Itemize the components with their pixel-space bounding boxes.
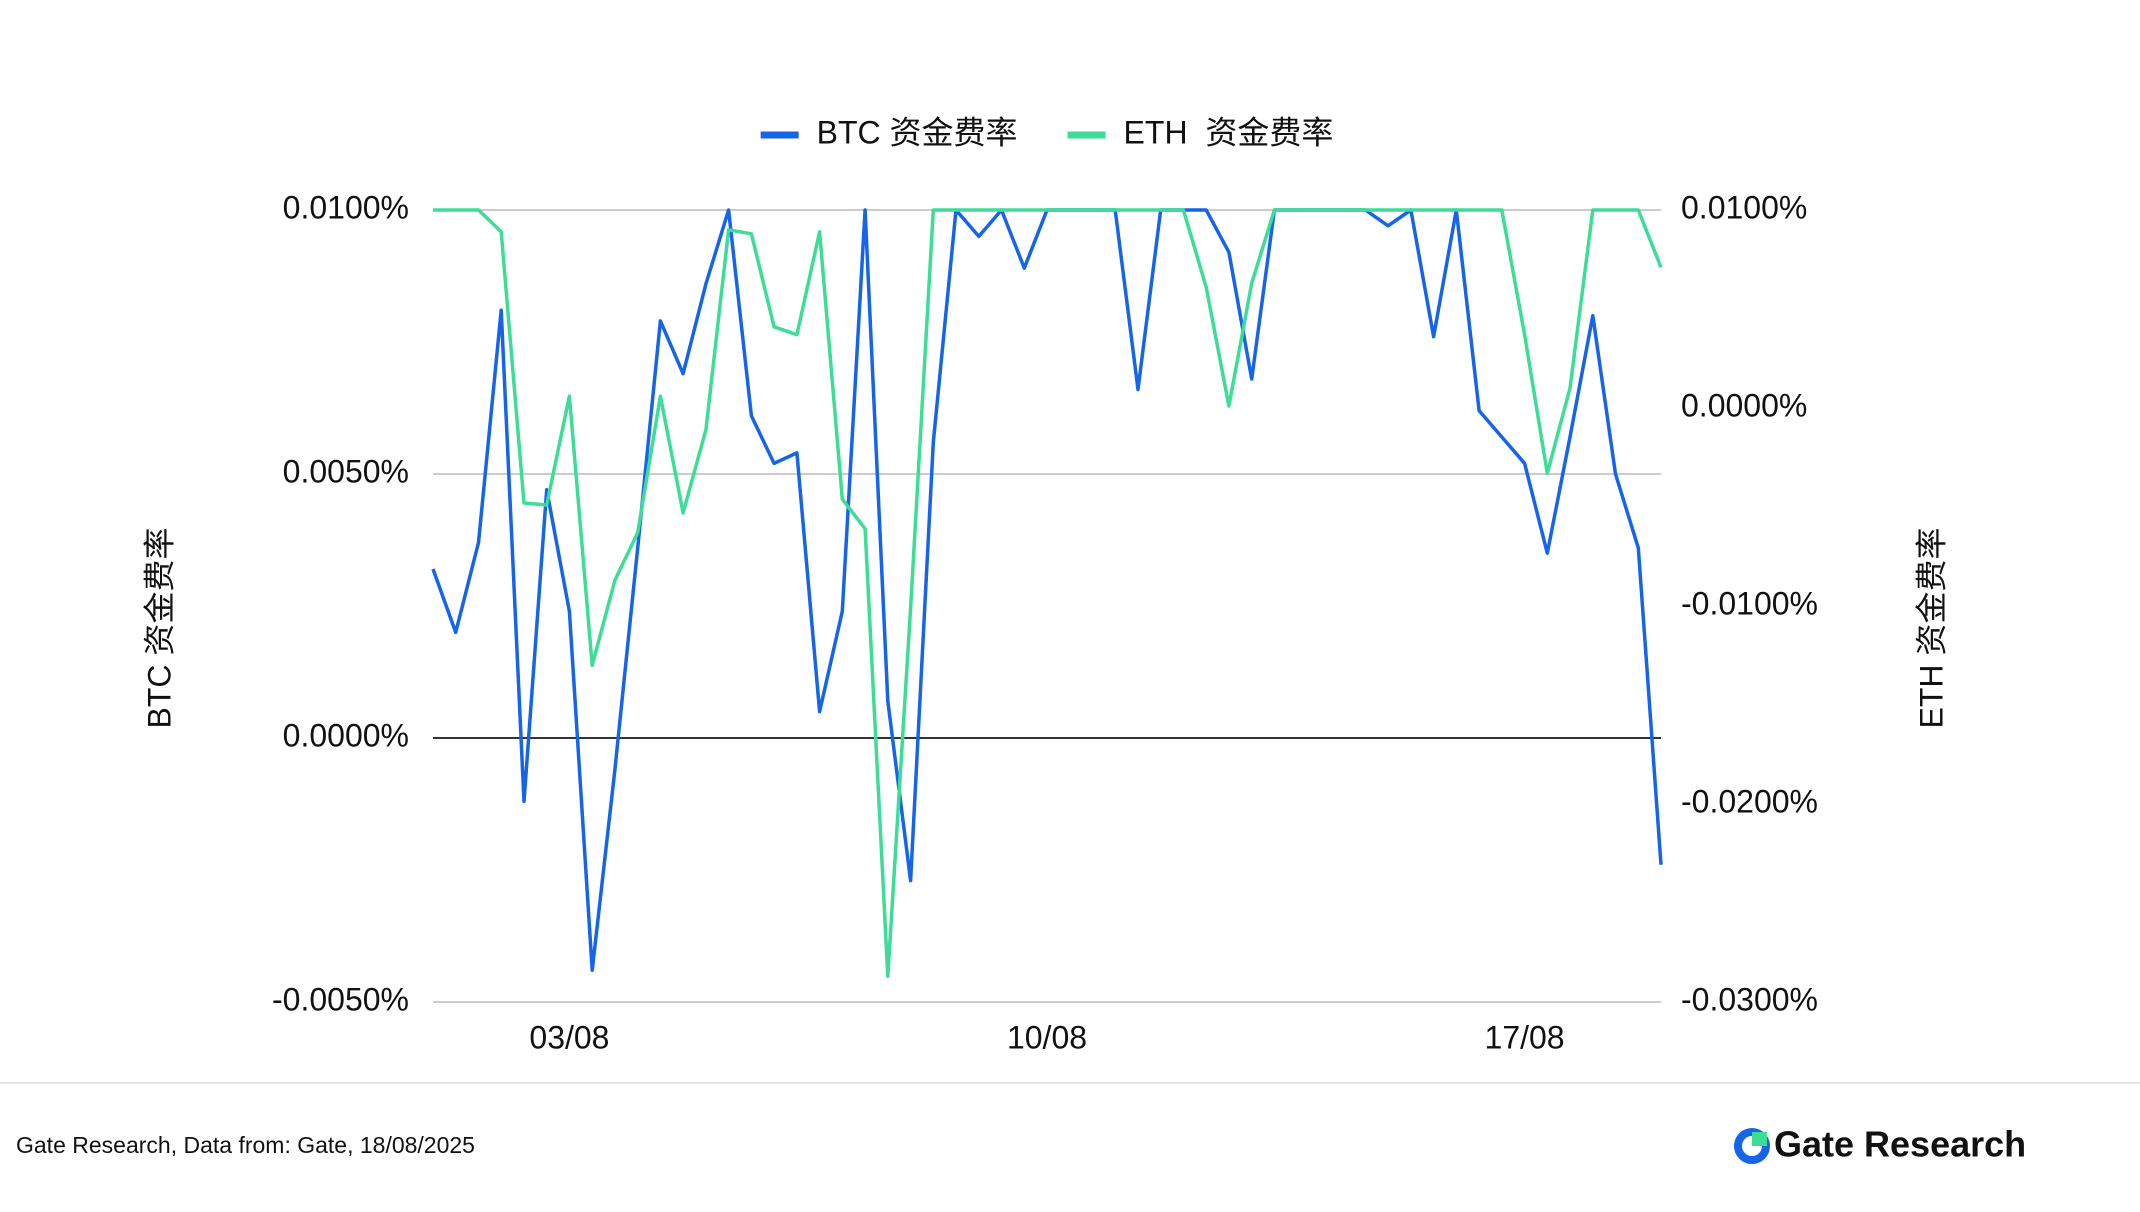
legend-item: ETH 资金费率 bbox=[1067, 114, 1334, 150]
brand-logo bbox=[1734, 1128, 1770, 1164]
y2-axis-title: ETH 资金费率 bbox=[1913, 528, 1949, 729]
x-tick-label: 10/08 bbox=[1007, 1019, 1087, 1055]
y2-tick-label: -0.0200% bbox=[1681, 783, 1818, 819]
logo-square bbox=[1752, 1132, 1767, 1146]
brand-name: Gate Research bbox=[1774, 1124, 2026, 1165]
y-tick-label: 0.0050% bbox=[283, 453, 409, 489]
lines bbox=[431, 208, 1663, 979]
y2-tick-label: 0.0000% bbox=[1681, 387, 1807, 423]
x-tick-label: 17/08 bbox=[1485, 1019, 1565, 1055]
legend-label: BTC 资金费率 bbox=[817, 114, 1018, 150]
y-tick-label: 0.0100% bbox=[283, 189, 409, 225]
grid bbox=[433, 209, 1661, 1003]
y2-tick-label: -0.0300% bbox=[1681, 981, 1818, 1017]
footer-source: Gate Research, Data from: Gate, 18/08/20… bbox=[16, 1132, 475, 1158]
y2-tick-label: -0.0100% bbox=[1681, 585, 1818, 621]
labels: -0.0050% 0.0000% 0.0050% 0.0100% -0.0300% -0.… bbox=[272, 114, 1818, 1055]
series-line bbox=[431, 208, 1663, 973]
y-tick-label: -0.0050% bbox=[272, 981, 409, 1017]
x-tick-label: 03/08 bbox=[529, 1019, 609, 1055]
y-axis-title: BTC 资金费率 bbox=[141, 528, 177, 729]
y-tick-label: 0.0000% bbox=[283, 717, 409, 753]
legend-label: ETH 资金费率 bbox=[1124, 114, 1334, 150]
legend-item: BTC 资金费率 bbox=[760, 114, 1018, 150]
series-line bbox=[433, 208, 1663, 979]
y2-tick-label: 0.0100% bbox=[1681, 189, 1807, 225]
